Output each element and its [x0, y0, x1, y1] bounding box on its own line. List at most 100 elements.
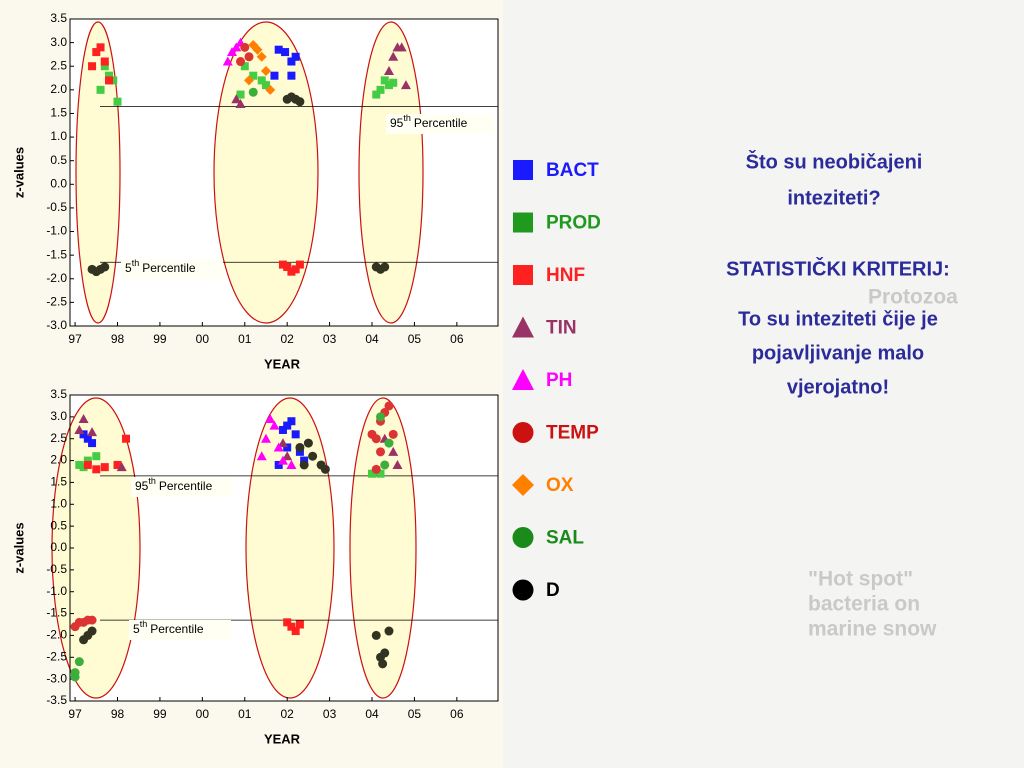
annotation: 95th Percentile — [135, 476, 213, 493]
marker — [277, 438, 288, 448]
marker — [283, 443, 292, 452]
marker — [392, 459, 403, 469]
legend-label: BACT — [546, 160, 599, 181]
background-label: Protozoa — [868, 286, 958, 309]
marker — [274, 45, 283, 54]
annotation-word: Percentile — [150, 622, 204, 636]
marker — [100, 262, 110, 272]
y-tick-label: 2.5 — [50, 58, 67, 72]
x-tick-label: 00 — [196, 707, 210, 721]
answer: vjerojatno! — [787, 376, 889, 398]
annotation: 5th Percentile — [133, 619, 204, 636]
marker — [92, 48, 101, 57]
x-tick-label: 04 — [365, 707, 379, 721]
marker — [87, 615, 97, 625]
x-tick-label: 04 — [365, 332, 379, 346]
marker — [78, 414, 89, 424]
marker — [248, 87, 258, 97]
marker — [231, 94, 242, 104]
marker — [109, 76, 118, 85]
marker — [295, 442, 305, 452]
y-tick-label: -2.0 — [46, 271, 67, 285]
y-tick-label: -3.0 — [46, 318, 67, 332]
marker — [388, 446, 399, 456]
y-tick-label: 0.5 — [50, 518, 67, 532]
marker — [384, 626, 394, 636]
legend-label: SAL — [546, 528, 584, 549]
plot-frame — [69, 18, 499, 327]
y-tick-label: -1.5 — [46, 247, 67, 261]
y-tick-label: -0.5 — [46, 200, 67, 214]
marker — [244, 75, 255, 86]
question: inteziteti? — [787, 187, 880, 209]
marker — [380, 648, 390, 658]
marker — [376, 447, 386, 457]
annotation: 5th Percentile — [125, 258, 196, 275]
marker — [252, 44, 263, 55]
marker — [240, 42, 250, 52]
question: Što su neobičajeni — [746, 149, 923, 173]
x-axis-label: YEAR — [264, 356, 301, 371]
y-tick-label: 1.5 — [50, 475, 67, 489]
y-tick-label: -2.5 — [46, 295, 67, 309]
y-tick-label: 1.5 — [50, 106, 67, 120]
marker — [295, 260, 304, 269]
marker — [244, 52, 254, 62]
marker — [295, 620, 304, 629]
marker — [376, 85, 385, 94]
marker — [256, 51, 267, 62]
marker — [287, 622, 296, 631]
y-tick-label: 3.5 — [50, 387, 67, 401]
marker — [291, 430, 300, 439]
y-tick-label: -2.0 — [46, 628, 67, 642]
y-tick-label: 3.0 — [50, 35, 67, 49]
legend-label: D — [546, 580, 560, 601]
marker — [105, 76, 114, 85]
legend-label: HNF — [546, 265, 585, 286]
marker — [227, 47, 238, 57]
marker — [299, 460, 309, 470]
marker — [378, 659, 388, 669]
marker — [400, 80, 411, 90]
annotation-word: Percentile — [142, 261, 196, 275]
highlight-ellipse — [245, 397, 335, 699]
marker — [87, 626, 97, 636]
annotation-box — [121, 259, 223, 279]
marker — [283, 421, 292, 430]
answer: pojavljivanje malo — [752, 342, 924, 364]
y-tick-label: -0.5 — [46, 562, 67, 576]
legend-marker — [512, 369, 534, 390]
marker — [287, 71, 296, 80]
x-tick-label: 97 — [68, 707, 82, 721]
annotation-number: 5 — [133, 622, 140, 636]
marker — [278, 260, 287, 269]
marker — [388, 51, 399, 61]
marker — [260, 433, 271, 443]
annotation-number: 95 — [390, 116, 404, 130]
marker — [277, 455, 288, 465]
marker — [236, 57, 246, 67]
marker — [265, 414, 276, 424]
marker — [283, 618, 292, 627]
annotation-suffix: th — [403, 113, 411, 123]
marker — [320, 464, 330, 474]
y-tick-label: -2.5 — [46, 649, 67, 663]
marker — [274, 460, 283, 469]
y-tick-label: 3.5 — [50, 11, 67, 25]
criterion: STATISTIČKI KRITERIJ: — [726, 256, 950, 280]
marker — [256, 451, 267, 461]
y-axis-label: z-values — [11, 147, 26, 198]
annotation-word: Percentile — [159, 479, 213, 493]
x-tick-label: 00 — [196, 332, 210, 346]
marker — [83, 456, 92, 465]
y-tick-label: -3.0 — [46, 671, 67, 685]
marker — [371, 464, 381, 474]
y-tick-label: 0.0 — [50, 540, 67, 554]
annotation-suffix: th — [132, 258, 140, 268]
marker — [100, 57, 109, 66]
x-tick-label: 06 — [450, 332, 464, 346]
background-label: "Hot spot" — [808, 568, 913, 591]
marker — [287, 57, 296, 66]
annotation-suffix: th — [140, 619, 148, 629]
